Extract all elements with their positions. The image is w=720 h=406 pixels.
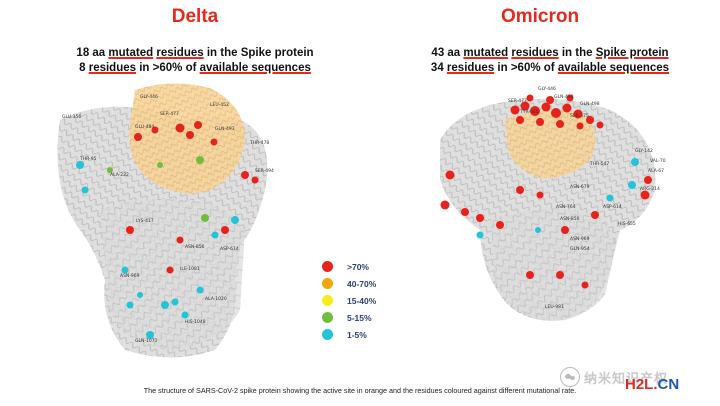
- delta-sub2-b: residues: [88, 62, 137, 74]
- legend-label: >70%: [347, 261, 369, 272]
- omicron-residue-labels: GLY-446 GLN-493 GLN-498 SER-477 SER-375 …: [508, 86, 666, 310]
- legend-label: 40-70%: [347, 278, 377, 289]
- omicron-label-17: ASN-969: [570, 236, 590, 242]
- omicron-label-3: SER-477: [508, 98, 527, 104]
- omicron-label-11: VAL-70: [650, 158, 666, 164]
- legend-item-15-40: 15-40%: [322, 292, 402, 309]
- delta-label-8: THR-95: [79, 156, 97, 162]
- omicron-residues: [440, 94, 652, 289]
- omicron-sub2-a: 34: [430, 62, 447, 74]
- omicron-label-14: ASN-764: [556, 204, 576, 210]
- delta-label-4: GLN-493: [215, 126, 235, 132]
- mutation-rate-legend: >70% 40-70% 15-40% 5-15% 1-5%: [322, 258, 402, 343]
- omicron-label-13: GLY-142: [635, 148, 653, 154]
- omicron-sub1-f: Spike protein: [595, 47, 669, 59]
- logo-main: H2L: [625, 376, 654, 393]
- red-dot-icon: [322, 261, 333, 272]
- site-logo: H2L.CN: [625, 376, 679, 393]
- delta-residue-labels: GLU-156 LEU-452 THR-478 SER-477 GLN-493 …: [62, 94, 274, 344]
- omicron-sub2-c: in >60% of: [494, 62, 558, 74]
- delta-sub2-c: in >60% of: [136, 62, 200, 74]
- omicron-sub1-e: in the: [558, 47, 596, 59]
- logo-dot: .: [653, 376, 658, 393]
- delta-subtitle: 18 aa mutated residues in the Spike prot…: [30, 46, 360, 76]
- delta-label-10: LYS-417: [136, 218, 154, 224]
- legend-label: 5-15%: [347, 312, 372, 323]
- omicron-active-site: [505, 109, 596, 179]
- omicron-subtitle-line2: 34 residues in >60% of available sequenc…: [385, 61, 715, 76]
- delta-label-3: SER-477: [160, 111, 179, 117]
- delta-subtitle-line2: 8 residues in >60% of available sequence…: [30, 61, 360, 76]
- watermark: 纳米知识产权: [560, 366, 668, 388]
- omicron-spike-body: [440, 98, 656, 321]
- omicron-sub1-d: residues: [511, 47, 559, 59]
- delta-label-12: ASN-856: [185, 244, 205, 250]
- omicron-label-18: LEU-981: [545, 304, 564, 310]
- legend-item-5-15: 5-15%: [322, 309, 402, 326]
- omicron-label-5: TYR-505: [519, 109, 539, 115]
- omicron-label-2: GLN-498: [580, 101, 600, 107]
- figure-caption: The structure of SARS-CoV-2 spike protei…: [143, 386, 577, 395]
- yellow-dot-icon: [322, 295, 333, 306]
- omicron-label-9: HIS-655: [618, 221, 636, 227]
- omicron-title: Omicron: [500, 6, 580, 27]
- delta-label-17: GLN-1071: [135, 338, 158, 344]
- delta-label-11: ASP-614: [220, 246, 239, 252]
- delta-label-9: ALA-222: [110, 172, 129, 178]
- legend-item-40-70: 40-70%: [322, 275, 402, 292]
- delta-sub2-d: available sequences: [199, 62, 311, 74]
- delta-sub1-a: 18 aa: [76, 47, 109, 59]
- delta-spike-structure: GLU-156 LEU-452 THR-478 SER-477 GLN-493 …: [57, 83, 274, 358]
- legend-item-over-70: >70%: [322, 258, 402, 275]
- delta-label-0: GLU-156: [62, 114, 81, 120]
- legend-item-1-5: 1-5%: [322, 326, 402, 343]
- delta-residues: [76, 121, 259, 339]
- delta-subtitle-line1: 18 aa mutated residues in the Spike prot…: [30, 46, 360, 61]
- omicron-label-4: SER-375: [570, 113, 589, 119]
- wechat-icon: [560, 367, 580, 387]
- delta-sub2-a: 8: [79, 62, 89, 74]
- omicron-label-0: GLY-446: [538, 86, 556, 92]
- omicron-label-8: ASP-614: [603, 204, 622, 210]
- omicron-label-10: ARG-214: [640, 186, 660, 192]
- omicron-label-15: ASN-856: [560, 216, 580, 222]
- omicron-label-1: GLN-493: [554, 94, 574, 100]
- watermark-text: 纳米知识产权: [584, 370, 669, 386]
- delta-label-7: SER-494: [255, 168, 274, 174]
- omicron-subtitle-line1: 43 aa mutated residues in the Spike prot…: [385, 46, 715, 61]
- legend-label: 1-5%: [347, 329, 367, 340]
- omicron-label-16: GLN-954: [570, 246, 590, 252]
- legend-label: 15-40%: [347, 295, 377, 306]
- delta-title: Delta: [171, 6, 219, 27]
- omicron-label-6: THR-547: [589, 161, 609, 167]
- omicron-spike-structure: GLY-446 GLN-493 GLN-498 SER-477 SER-375 …: [440, 86, 666, 321]
- delta-sub1-b: mutated: [108, 47, 154, 59]
- omicron-label-12: ALA-67: [648, 168, 664, 174]
- delta-label-13: ASN-969: [120, 273, 140, 279]
- delta-label-16: HIS-1048: [185, 319, 206, 325]
- cyan-dot-icon: [322, 329, 333, 340]
- omicron-sub1-a: 43 aa: [431, 47, 464, 59]
- omicron-label-7: ASN-679: [570, 184, 590, 190]
- omicron-sub2-b: residues: [446, 62, 495, 74]
- green-dot-icon: [322, 312, 333, 323]
- delta-label-6: GLU-484: [135, 124, 154, 130]
- omicron-subtitle: 43 aa mutated residues in the Spike prot…: [385, 46, 715, 76]
- delta-label-5: GLY-446: [140, 94, 158, 100]
- delta-sub1-d: residues: [156, 47, 204, 59]
- delta-label-14: ILE-1081: [180, 266, 200, 272]
- delta-label-2: THR-478: [249, 140, 269, 146]
- delta-label-15: ALA-1020: [205, 296, 227, 302]
- delta-sub1-e: in the Spike protein: [203, 47, 314, 59]
- orange-dot-icon: [322, 278, 333, 289]
- omicron-sub2-d: available sequences: [557, 62, 670, 74]
- logo-suffix: CN: [657, 376, 680, 393]
- omicron-sub1-b: mutated: [463, 47, 509, 59]
- delta-label-1: LEU-452: [210, 102, 229, 108]
